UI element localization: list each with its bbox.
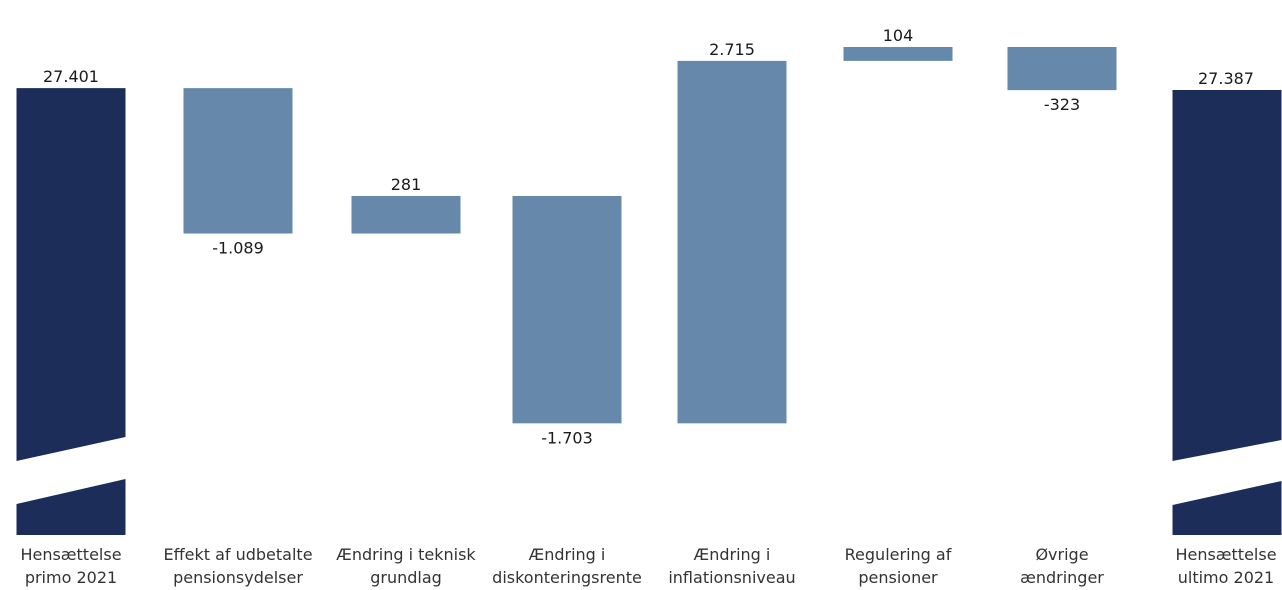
value-label-0: 27.401	[43, 67, 99, 86]
bar-delta-1	[183, 88, 293, 234]
category-label-1-line-1: pensionsydelser	[173, 568, 303, 587]
value-labels-layer: 27.401 -1.089 281 -1.703 2.715 104 -323 27.387	[43, 26, 1254, 447]
category-label-3-line-1: diskonteringsrente	[492, 568, 642, 587]
value-label-2: 281	[391, 175, 422, 194]
bar-total-0-upper	[16, 88, 126, 462]
category-label-3-line-0: Ændring i	[529, 545, 606, 564]
category-label-6-line-1: ændringer	[1020, 568, 1104, 587]
value-label-4: 2.715	[709, 40, 755, 59]
category-label-4-line-0: Ændring i	[694, 545, 771, 564]
bar-delta-6	[1007, 47, 1117, 91]
bar-delta-2	[351, 195, 461, 234]
category-label-2-line-1: grundlag	[370, 568, 442, 587]
category-label-7-line-1: ultimo 2021	[1178, 568, 1274, 587]
category-label-5-line-0: Regulering af	[845, 545, 952, 564]
value-label-3: -1.703	[541, 428, 593, 447]
value-label-5: 104	[883, 26, 914, 45]
bars-layer	[16, 47, 1282, 535]
category-label-0-line-0: Hensættelse	[20, 545, 121, 564]
bar-total-7-lower	[1172, 481, 1282, 535]
category-labels-layer: Hensættelse primo 2021 Effekt af udbetalte…	[20, 545, 1276, 587]
bar-delta-4	[677, 60, 787, 424]
category-label-7-line-0: Hensættelse	[1175, 545, 1276, 564]
category-label-2-line-0: Ændring i teknisk	[336, 545, 476, 564]
bar-delta-3	[512, 195, 622, 424]
category-label-1-line-0: Effekt af udbetalte	[163, 545, 312, 564]
category-label-6-line-0: Øvrige	[1035, 545, 1088, 564]
value-label-6: -323	[1044, 95, 1080, 114]
category-label-4-line-1: inflationsniveau	[668, 568, 795, 587]
value-label-7: 27.387	[1198, 69, 1254, 88]
category-label-0-line-1: primo 2021	[25, 568, 117, 587]
bar-total-0-lower	[16, 479, 126, 535]
category-label-5-line-1: pensioner	[858, 568, 938, 587]
value-label-1: -1.089	[212, 238, 264, 257]
bar-delta-5	[843, 47, 953, 61]
bar-total-7-upper	[1172, 89, 1282, 461]
